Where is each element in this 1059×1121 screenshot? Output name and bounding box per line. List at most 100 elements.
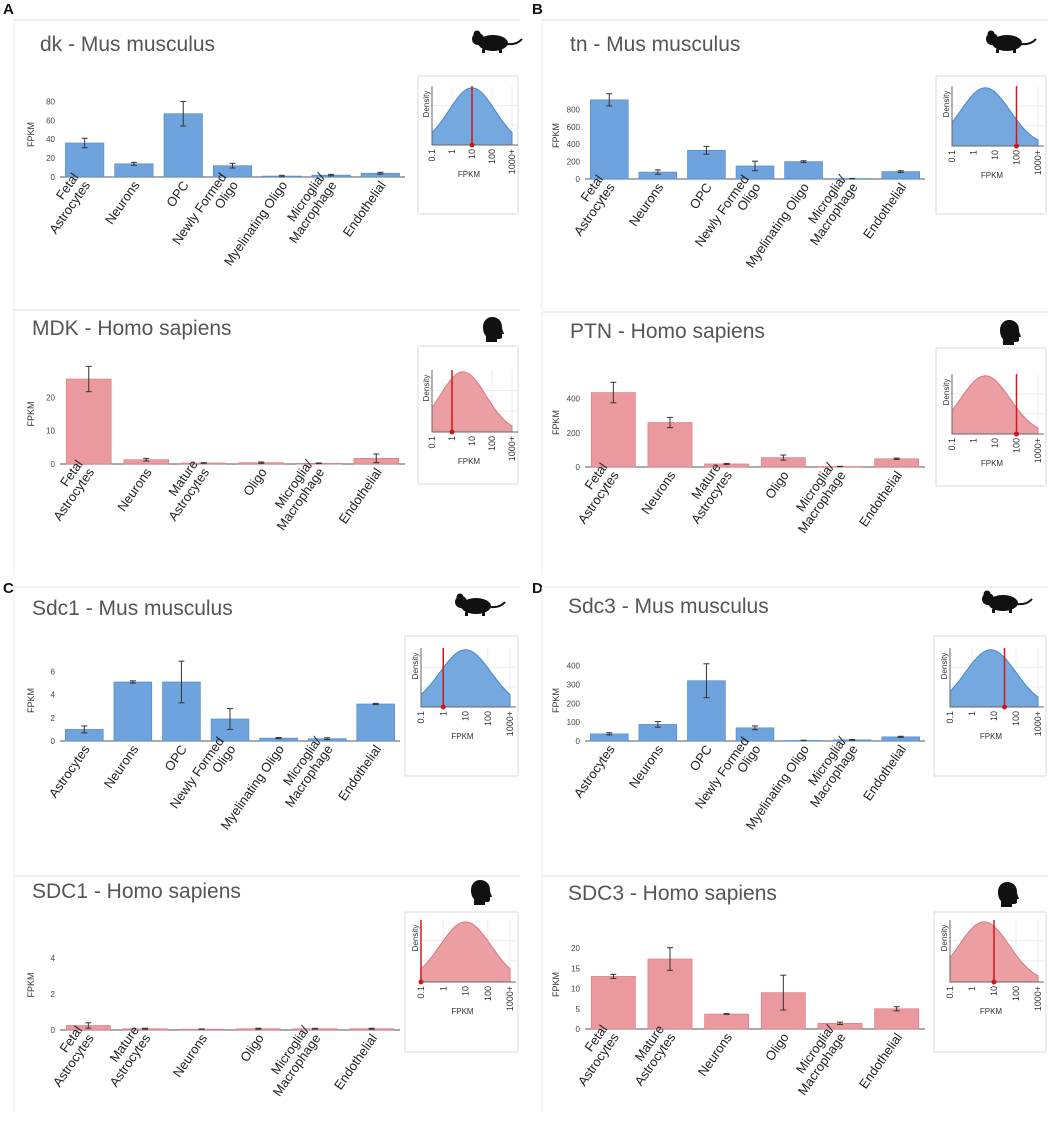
- y-axis-label: FPKM: [551, 972, 561, 997]
- error-bar: [724, 1014, 730, 1015]
- category-label-line: Endothelial: [335, 742, 384, 803]
- human-head-icon: [471, 880, 492, 905]
- category-label: Oligo: [237, 1031, 267, 1064]
- category-label-line: Endothelial: [860, 742, 909, 803]
- category-label: Endothelial: [340, 178, 389, 239]
- y-axis-label: FPKM: [551, 123, 561, 148]
- category-label: Endothelial: [856, 468, 905, 529]
- density-x-tick-label: 1: [969, 438, 979, 443]
- category-label: Neurons: [102, 178, 143, 227]
- bar: [357, 704, 395, 741]
- y-tick-label: 15: [571, 964, 580, 973]
- category-label: Neurons: [626, 742, 667, 791]
- density-x-label: FPKM: [980, 732, 1003, 741]
- density-x-tick-label: 0.1: [416, 711, 426, 724]
- density-x-tick-label: 10: [990, 438, 1000, 448]
- category-label: Neurons: [170, 1031, 211, 1080]
- y-tick-label: 5: [576, 1005, 581, 1014]
- category-label-line: Neurons: [638, 468, 679, 517]
- density-x-tick-label: 1: [438, 986, 448, 991]
- density-x-tick-label: 100: [1011, 711, 1021, 726]
- category-label: Neurons: [101, 742, 142, 791]
- category-label-line: Endothelial: [336, 465, 385, 526]
- category-label: Neurons: [638, 468, 679, 517]
- density-x-tick-label: 0.1: [427, 149, 437, 162]
- y-tick-label: 40: [46, 135, 55, 144]
- expression-marker-dot: [992, 980, 997, 985]
- bar: [591, 976, 635, 1029]
- y-tick-label: 100: [567, 718, 581, 727]
- category-label-line: Neurons: [102, 178, 143, 227]
- density-x-tick-label: 1000+: [507, 436, 517, 461]
- y-tick-label: 200: [567, 158, 581, 167]
- y-tick-label: 300: [567, 680, 581, 689]
- density-x-tick-label: 1000+: [1033, 438, 1043, 463]
- category-label: Oligo: [762, 468, 792, 501]
- panel-a: dk - Mus musculus FPKM020406080FetalAstr…: [14, 20, 522, 575]
- bar: [875, 459, 919, 467]
- density-x-tick-label: 1000+: [507, 149, 517, 174]
- chart-title: PTN - Homo sapiens: [570, 320, 765, 343]
- human-head-icon: [483, 317, 504, 342]
- density-y-label: Density: [411, 925, 420, 952]
- density-x-tick-label: 0.1: [416, 986, 426, 999]
- density-x-tick-label: 10: [467, 436, 477, 446]
- density-x-tick-label: 10: [989, 986, 999, 996]
- category-label: MatureAstrocytes: [95, 1023, 154, 1090]
- y-tick-label: 0: [576, 175, 581, 184]
- category-label: Astrocytes: [46, 742, 93, 801]
- category-label: OPC: [686, 742, 714, 774]
- density-x-tick-label: 0.1: [947, 438, 957, 451]
- density-x-tick-label: 0.1: [427, 436, 437, 449]
- bar: [591, 393, 635, 467]
- chart-d-mouse: Sdc3 - Mus musculus FPKM0100200300400Ast…: [551, 591, 1046, 833]
- y-tick-label: 0: [576, 1025, 581, 1034]
- category-label-line: OPC: [161, 742, 189, 774]
- category-label-line: Astrocytes: [46, 742, 93, 801]
- y-tick-label: 4: [51, 954, 56, 963]
- chart-title: Sdc3 - Mus musculus: [568, 595, 769, 618]
- category-label-line: Neurons: [101, 742, 142, 791]
- category-label-line: Neurons: [626, 180, 667, 229]
- density-x-label: FPKM: [981, 459, 1004, 468]
- category-label: Astrocytes: [571, 742, 618, 801]
- category-label: FetalAstrocytes: [35, 170, 94, 237]
- density-x-tick-label: 1: [447, 436, 457, 441]
- category-label: Microglia/Macrophage: [795, 734, 860, 810]
- category-label-line: Endothelial: [856, 1030, 905, 1091]
- density-x-label: FPKM: [980, 1007, 1003, 1016]
- y-tick-label: 6: [51, 668, 56, 677]
- density-x-tick-label: 100: [1011, 986, 1021, 1001]
- category-label-line: Endothelial: [856, 468, 905, 529]
- chart-title: SDC3 - Homo sapiens: [568, 882, 777, 905]
- y-tick-label: 20: [46, 154, 55, 163]
- density-x-label: FPKM: [458, 457, 481, 466]
- density-x-tick-label: 100: [483, 711, 493, 726]
- category-label: FetalAstrocytes: [563, 1022, 622, 1089]
- y-tick-label: 80: [46, 97, 55, 106]
- expression-marker-dot: [419, 980, 424, 985]
- density-x-tick-label: 1: [447, 149, 457, 154]
- chart-a-human: MDK - Homo sapiens FPKM01020FetalAstrocy…: [26, 317, 518, 533]
- chart-title: SDC1 - Homo sapiens: [32, 880, 241, 903]
- y-tick-label: 400: [567, 140, 581, 149]
- category-label: MatureAstrocytes: [677, 460, 736, 527]
- density-x-tick-label: 100: [487, 436, 497, 451]
- expression-marker-dot: [470, 143, 475, 148]
- category-label-line: Oligo: [237, 1031, 267, 1064]
- y-tick-label: 600: [567, 123, 581, 132]
- y-tick-label: 0: [51, 173, 56, 182]
- density-x-tick-label: 100: [487, 149, 497, 164]
- category-label: Microglia/Macrophage: [783, 1022, 848, 1098]
- y-tick-label: 0: [576, 737, 581, 746]
- category-label-line: Oligo: [762, 1030, 792, 1063]
- y-axis-label: FPKM: [26, 688, 36, 713]
- chart-title: MDK - Homo sapiens: [32, 317, 232, 340]
- y-tick-label: 0: [51, 737, 56, 746]
- category-label-line: OPC: [686, 742, 714, 774]
- category-label: FetalAstrocytes: [563, 460, 622, 527]
